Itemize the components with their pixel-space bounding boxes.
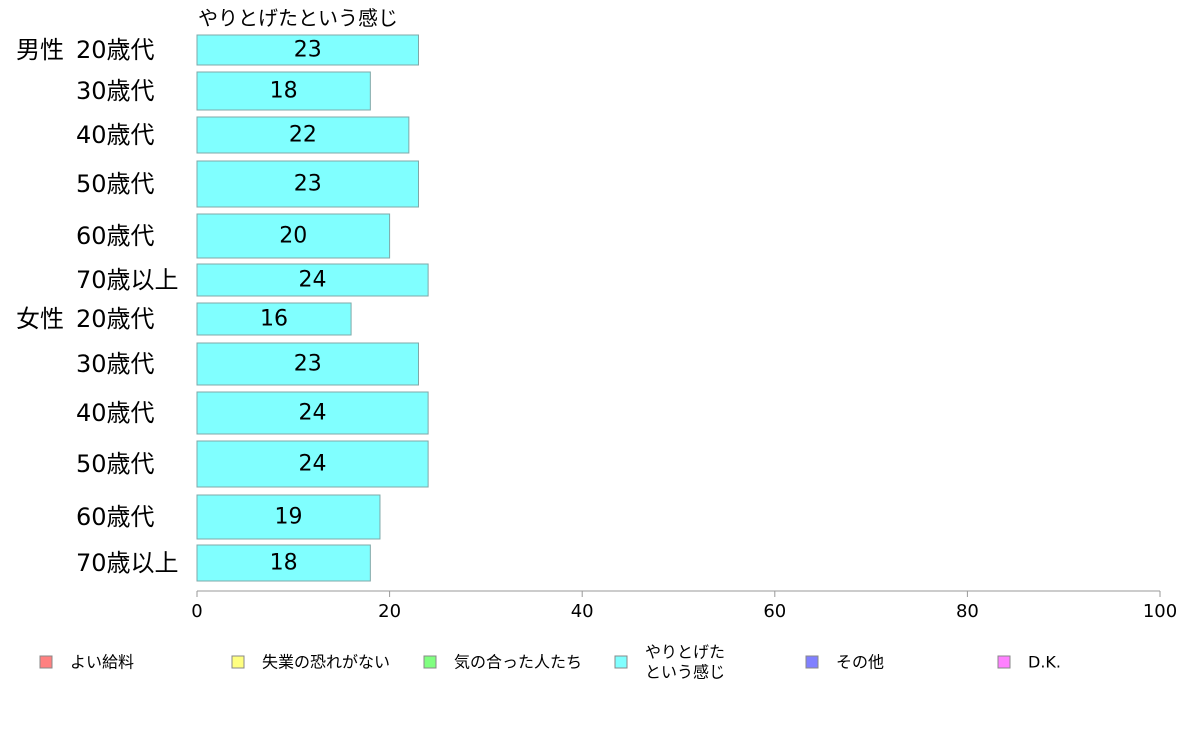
legend-label: やりとげた <box>645 643 725 662</box>
bar <box>196 160 419 208</box>
bar-value-label: 23 <box>294 172 322 197</box>
category-label: 20歳代 <box>76 36 155 64</box>
x-tick-label: 60 <box>763 601 786 622</box>
bars-layer: 男性 20歳代 23 30歳代 18 40歳代 22 50歳代 23 60歳代 20 70歳以上 24 女… <box>16 34 429 582</box>
legend-swatch <box>805 655 819 669</box>
bar <box>196 71 371 111</box>
category-label: 40歳代 <box>76 399 155 427</box>
bar-value-label: 24 <box>299 401 327 426</box>
legend-label: よい給料 <box>70 653 134 672</box>
bar-value-label: 20 <box>279 224 307 249</box>
x-tick-label: 80 <box>956 601 979 622</box>
bar-value-label: 24 <box>299 268 327 293</box>
bar <box>196 342 419 386</box>
category-label: 30歳代 <box>76 350 155 378</box>
bar <box>196 263 429 297</box>
category-label: 40歳代 <box>76 121 155 149</box>
bar-value-label: 23 <box>294 38 322 63</box>
bar <box>196 116 410 154</box>
x-axis: 0 20 40 60 80 100 <box>191 590 1177 622</box>
category-label: 70歳以上 <box>76 549 179 577</box>
column-header: やりとげたという感じ <box>198 6 398 30</box>
bar-value-label: 24 <box>299 452 327 477</box>
bar <box>196 494 381 540</box>
category-label: 60歳代 <box>76 222 155 250</box>
legend-label: その他 <box>836 653 884 672</box>
bar-value-label: 19 <box>274 505 302 530</box>
legend-label: 失業の恐れがない <box>262 653 390 672</box>
bar <box>196 440 429 488</box>
legend-label: という感じ <box>645 663 725 682</box>
legend: よい給料 失業の恐れがない 気の合った人たち やりとげたという感じ その他 D.K. <box>39 643 1061 682</box>
bar <box>196 302 352 336</box>
bar-value-label: 22 <box>289 123 317 148</box>
legend-swatch <box>997 655 1011 669</box>
category-label: 70歳以上 <box>76 266 179 294</box>
legend-swatch <box>423 655 437 669</box>
legend-swatch <box>231 655 245 669</box>
category-label: 50歳代 <box>76 170 155 198</box>
bar-value-label: 23 <box>294 352 322 377</box>
bar-value-label: 18 <box>270 551 298 576</box>
bar-value-label: 18 <box>270 79 298 104</box>
bar <box>196 213 391 259</box>
legend-label: 気の合った人たち <box>454 653 582 672</box>
group-label: 女性 <box>16 305 64 333</box>
x-tick-label: 40 <box>571 601 594 622</box>
category-label: 60歳代 <box>76 503 155 531</box>
bar <box>196 34 419 66</box>
x-tick-label: 20 <box>378 601 401 622</box>
legend-swatch <box>39 655 53 669</box>
x-tick-label: 0 <box>191 601 202 622</box>
legend-swatch <box>614 655 628 669</box>
category-label: 50歳代 <box>76 450 155 478</box>
bar-value-label: 16 <box>260 307 288 332</box>
category-label: 20歳代 <box>76 305 155 333</box>
group-label: 男性 <box>16 36 64 64</box>
legend-label: D.K. <box>1028 653 1061 672</box>
category-label: 30歳代 <box>76 77 155 105</box>
bar <box>196 544 371 582</box>
x-tick-label: 100 <box>1143 601 1177 622</box>
bar <box>196 391 429 435</box>
